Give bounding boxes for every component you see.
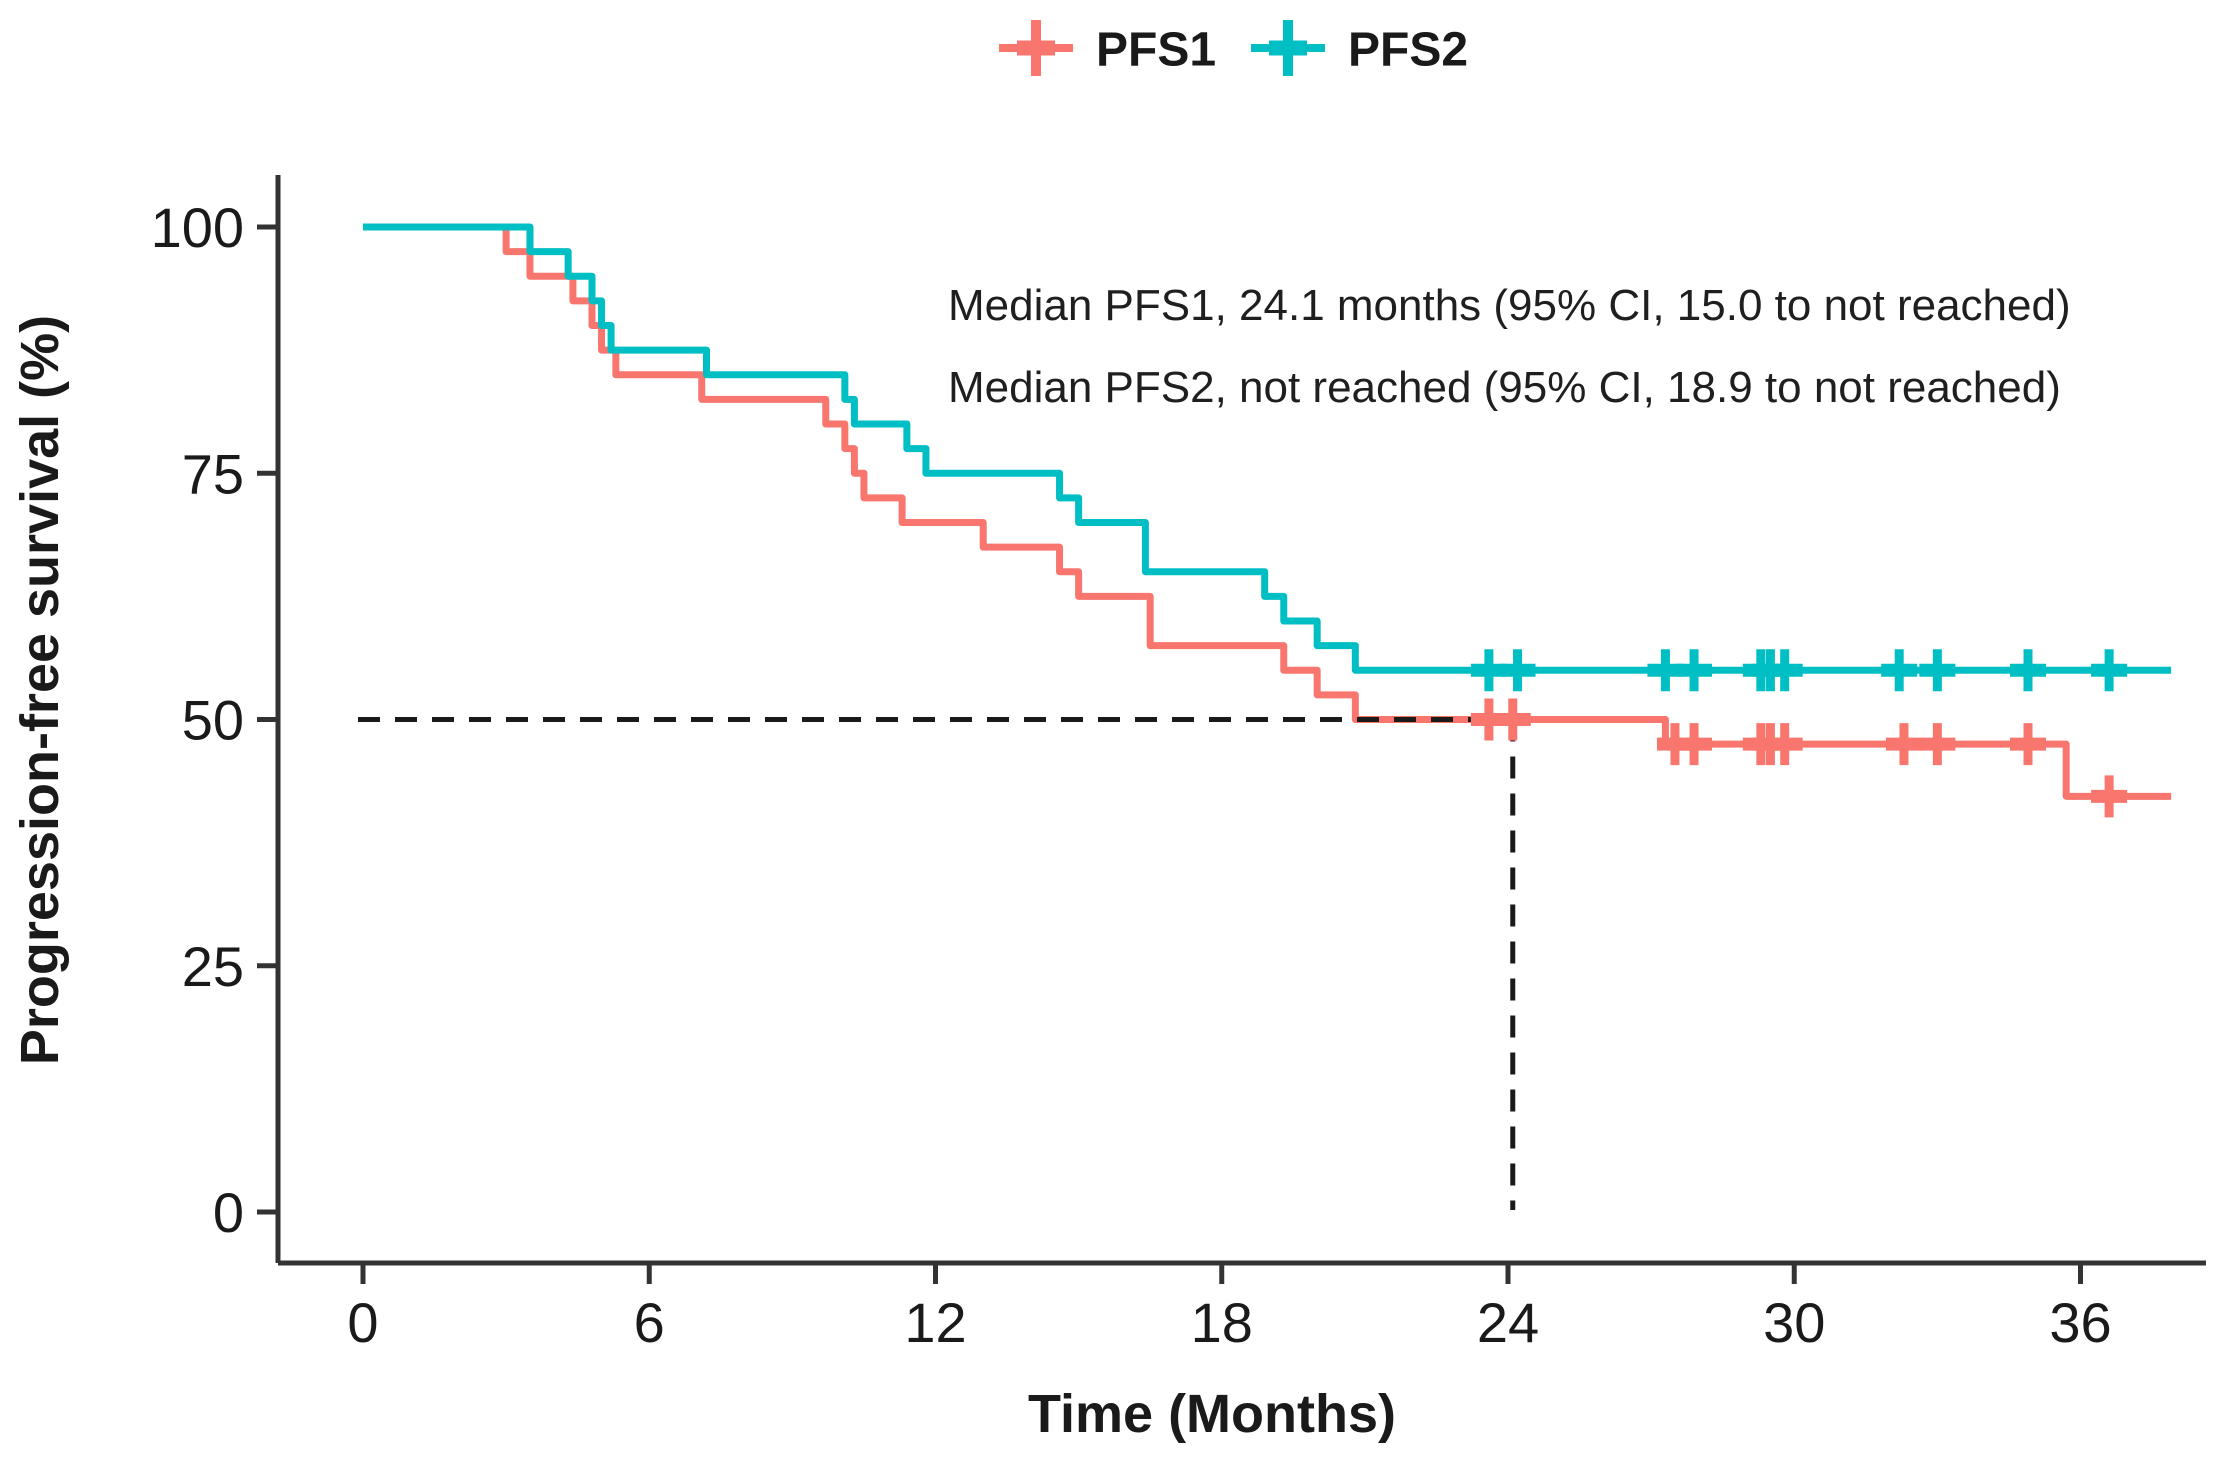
y-tick-label: 75: [182, 442, 244, 505]
legend-item-pfs2: PFS2: [1251, 20, 1468, 76]
x-tick-label: 6: [634, 1291, 665, 1354]
y-tick-label: 25: [182, 935, 244, 998]
survival-curve-pfs2: [363, 223, 2172, 674]
x-tick-label: 36: [2049, 1291, 2111, 1354]
censor-mark-pfs2: [1499, 649, 1536, 692]
censor-plus-icon: [999, 20, 1073, 76]
legend-label-pfs1: PFS1: [1096, 23, 1216, 76]
censor-mark-pfs2: [1881, 649, 1918, 692]
x-tick-label: 12: [904, 1291, 966, 1354]
legend: PFS1 PFS2: [999, 20, 1468, 76]
y-tick-label: 50: [182, 689, 244, 752]
median-pfs2-annotation: Median PFS2, not reached (95% CI, 18.9 t…: [948, 363, 2061, 412]
censor-mark-pfs1: [1494, 698, 1531, 741]
censor-mark-pfs2: [1766, 649, 1803, 692]
censor-mark-pfs1: [1676, 723, 1713, 766]
censor-mark-pfs1: [2091, 775, 2128, 818]
censor-mark-pfs2: [1676, 649, 1713, 692]
y-axis-title: Progression-free survival (%): [10, 315, 70, 1065]
y-axis: 0 25 50 75 100: [151, 196, 278, 1244]
censor-mark-pfs1: [1919, 723, 1956, 766]
y-tick-label: 100: [151, 196, 244, 259]
censor-mark-pfs2: [1919, 649, 1956, 692]
censor-mark-pfs1: [2010, 723, 2047, 766]
survival-curve-pfs1: [363, 223, 2172, 800]
censor-plus-icon: [1251, 20, 1325, 76]
x-tick-label: 24: [1477, 1291, 1539, 1354]
x-tick-label: 30: [1763, 1291, 1825, 1354]
plot-area: [358, 223, 2172, 1210]
x-axis: 0 6 12 18 24 30 36: [347, 1263, 2112, 1354]
censor-mark-pfs2: [2091, 649, 2128, 692]
median-pfs1-annotation: Median PFS1, 24.1 months (95% CI, 15.0 t…: [948, 281, 2071, 330]
censor-mark-pfs1: [1766, 723, 1803, 766]
x-axis-title: Time (Months): [1028, 1384, 1396, 1444]
legend-label-pfs2: PFS2: [1348, 23, 1468, 76]
x-tick-label: 0: [347, 1291, 378, 1354]
censor-mark-pfs2: [2010, 649, 2047, 692]
x-tick-label: 18: [1191, 1291, 1253, 1354]
y-tick-label: 0: [213, 1181, 244, 1244]
censor-mark-pfs1: [1885, 723, 1922, 766]
axes-spines: [275, 175, 2206, 1266]
legend-item-pfs1: PFS1: [999, 20, 1216, 76]
